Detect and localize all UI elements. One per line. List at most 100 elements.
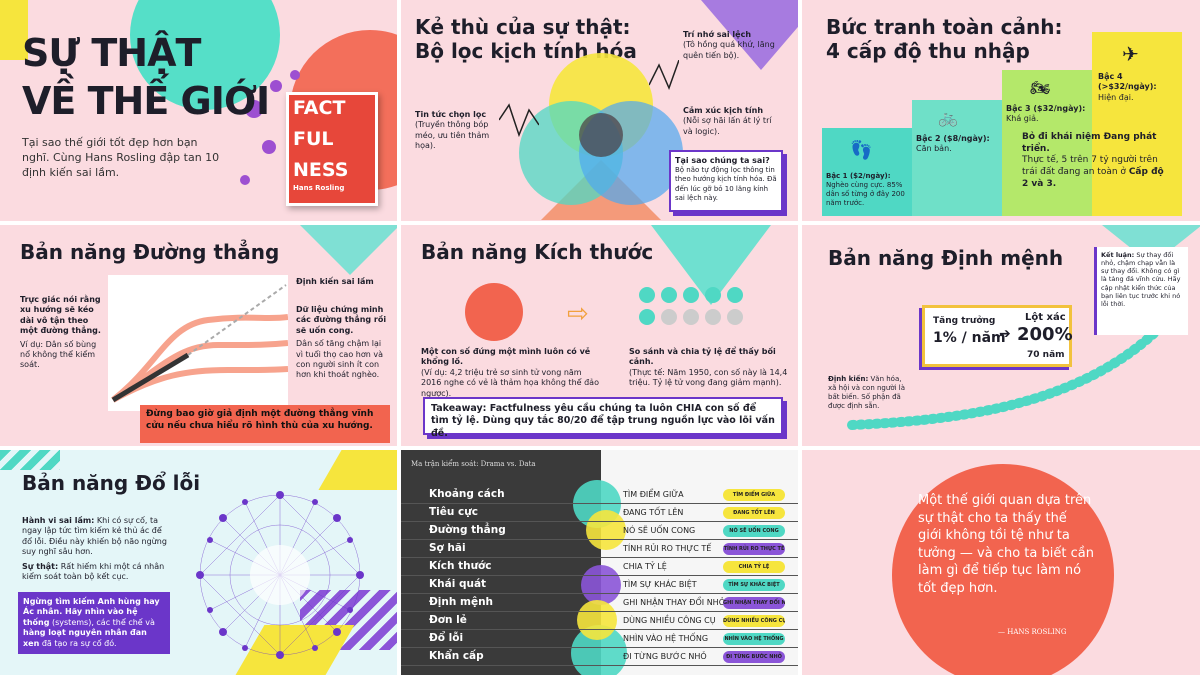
transform-label: Lột xác <box>1025 312 1066 323</box>
matrix-action: DÙNG NHIỀU CÔNG CỤ <box>623 616 716 625</box>
level1-head: Bậc 1 ($2/ngày): <box>826 172 891 180</box>
destiny-bias-text: Định kiến: Văn hóa, xã hội và con người … <box>828 375 908 411</box>
book-author: Hans Rosling <box>293 184 345 192</box>
destiny-bias-head: Định kiến: <box>828 375 869 383</box>
slide-income-levels[interactable]: Bức tranh toàn cảnh: 4 cấp độ thu nhập ✈… <box>802 0 1200 221</box>
level2-head: Bậc 2 ($8/ngày): <box>916 134 990 143</box>
slide-blame[interactable]: Bản năng Đổ lỗi Hành vi sai lầm: Khi có … <box>0 450 397 675</box>
yellow-circle-decoration <box>577 600 617 640</box>
matrix-tag: NHÌN VÀO HỆ THỐNG <box>723 633 785 645</box>
trend-curves <box>111 284 288 403</box>
slide-quote[interactable]: Một thế giới quan dựa trên sự thật cho t… <box>802 450 1200 675</box>
bare-feet-icon: 👣 <box>850 140 873 161</box>
warning-banner: Đừng bao giờ giả định một đường thẳng vĩ… <box>140 405 390 443</box>
bicycle-icon: 🚲 <box>938 108 958 127</box>
wrong-behavior-body: Khi có sự cố, ta ngay lập tức tìm kiếm k… <box>22 516 167 557</box>
growth-box: Tăng trưởng 1% / năm ➔ Lột xác 200% 70 n… <box>922 305 1073 367</box>
matrix-tag: CHIA TỶ LỆ <box>723 561 785 573</box>
slide5-title: Bản năng Kích thước <box>421 240 654 264</box>
conclusion-box: Kết luận: Sự thay đổi nhỏ, chậm chạp vẫn… <box>1094 247 1188 335</box>
purple-dot <box>240 175 250 185</box>
conclusion-body: Sự thay đổi nhỏ, chậm chạp vẫn là sự tha… <box>1101 251 1181 308</box>
emotion-label: Cảm xúc kịch tính (Nỗi sợ hãi lấn át lý t… <box>683 106 783 137</box>
why-body: Bộ não tự động lọc thông tin theo hướng … <box>675 166 777 202</box>
slide2-title-line2: Bộ lọc kịch tính hóa <box>415 39 637 63</box>
small-circles-grid <box>639 287 759 325</box>
slide-size[interactable]: Bản năng Kích thước ⇨ Một con số đứng mộ… <box>401 225 798 446</box>
slide-straight-line[interactable]: Bản năng Đường thẳng Định kiến sai lầm T… <box>0 225 397 446</box>
alone-number-head: Một con số đứng một mình luôn có vẻ khổn… <box>421 347 591 367</box>
book-title-2: FUL <box>293 128 334 150</box>
slide3-title-line2: 4 cấp độ thu nhập <box>826 39 1030 63</box>
slide-matrix[interactable]: Ma trận kiểm soát: Drama vs. Data Khoảng… <box>401 450 798 675</box>
purple-circle-decoration <box>581 565 621 605</box>
slide3-title-line1: Bức tranh toàn cảnh: <box>826 15 1063 39</box>
systems-tail: hàng loạt nguyên nhân đan xen <box>23 628 147 648</box>
matrix-row: Định mệnh GHI NHẬN THAY ĐỔI NHỎ GHI NHẬN T… <box>401 594 798 612</box>
network-web <box>196 491 364 659</box>
quote-circle <box>892 464 1114 675</box>
quote-author: — HANS ROSLING <box>998 628 1067 636</box>
matrix-instinct: Kích thước <box>429 560 492 572</box>
cover-title-line1: SỰ THẬT <box>22 31 201 75</box>
matrix-row: Kích thước CHIA TỶ LỆ CHIA TỶ LỆ <box>401 558 798 576</box>
slide-cover[interactable]: SỰ THẬT VỀ THẾ GIỚI Tại sao thế giới tốt… <box>0 0 397 221</box>
motorbike-icon: 🏍 <box>1030 78 1051 97</box>
memory-body: (Tô hồng quá khứ, lãng quên tiến bộ). <box>683 40 775 60</box>
matrix-instinct: Định mệnh <box>429 596 494 608</box>
data-text: Dữ liệu chứng minh các đường thẳng rồi s… <box>296 305 390 381</box>
slide-dramatic-filter[interactable]: Kẻ thù của sự thật: Bộ lọc kịch tính hóa… <box>401 0 798 221</box>
wrong-behavior-text: Hành vi sai lầm: Khi có sự cố, ta ngay l… <box>22 516 172 558</box>
venn-diagram <box>519 53 683 205</box>
income-step-4 <box>1092 32 1182 216</box>
plane-icon: ✈ <box>1122 42 1139 66</box>
destiny-bias-body: Văn hóa, xã hội và con người là bất biến… <box>828 375 905 411</box>
matrix-action: NÓ SẼ UỐN CONG <box>623 526 696 535</box>
purple-dot <box>270 80 282 92</box>
compare-text: So sánh và chia tỷ lệ để thấy bối cảnh.(… <box>629 347 789 389</box>
slide-destiny[interactable]: Bản năng Định mệnh Tăng trưởng 1% / năm … <box>802 225 1200 446</box>
matrix-action: NHÌN VÀO HỆ THỐNG <box>623 634 709 643</box>
level3-label: Bậc 3 ($32/ngày): Khá giả. <box>1006 104 1090 125</box>
matrix-action: TÌM ĐIỂM GIỮA <box>623 490 684 499</box>
matrix-tag: ĐI TỪNG BƯỚC NHỎ <box>723 651 785 663</box>
matrix-row: Khoảng cách TÌM ĐIỂM GIỮA TÌM ĐIỂM GIỮA <box>401 486 798 504</box>
matrix-action: ĐANG TỐT LÊN <box>623 508 684 517</box>
intuition-text: Trực giác nói rằng xu hướng sẽ kéo dài v… <box>20 295 104 371</box>
teal-triangle-decoration <box>300 225 397 275</box>
matrix-row: Khái quát TÌM SỰ KHÁC BIỆT TÌM SỰ KHÁC BIỆ… <box>401 576 798 594</box>
level3-body: Khá giả. <box>1006 114 1039 124</box>
systems-end: đã tạo ra sự cố đó. <box>41 638 117 648</box>
level4-label: Bậc 4 (>$32/ngày): Hiện đại. <box>1098 72 1180 103</box>
wrong-behavior-head: Hành vi sai lầm: <box>22 516 95 525</box>
takeaway-box: Takeaway: Factfulness yêu cầu chúng ta l… <box>423 397 783 439</box>
matrix-action: TÍNH RỦI RO THỰC TẾ <box>623 544 712 553</box>
income-step-1 <box>822 128 912 216</box>
arrow-right-icon: ➔ <box>999 326 1011 342</box>
memory-label: Trí nhớ sai lệch (Tô hồng quá khứ, lãng q… <box>683 30 783 61</box>
news-body: (Truyền thông bóp méo, ưu tiên thảm họa)… <box>415 120 490 151</box>
intuition-body: Ví dụ: Dân số bùng nổ không thể kiểm soá… <box>20 339 97 370</box>
level4-body: Hiện đại. <box>1098 92 1134 102</box>
matrix-tag: TÌM ĐIỂM GIỮA <box>723 489 785 501</box>
arrow-icon: ⇨ <box>567 299 589 329</box>
systems-mid: (systems), các thể chế và <box>51 617 155 627</box>
level1-label: Bậc 1 ($2/ngày): Nghèo cùng cực. 85% dân … <box>826 172 910 208</box>
quote-text: Một thế giới quan dựa trên sự thật cho t… <box>918 493 1094 596</box>
truth-head: Sự thật: <box>22 562 59 571</box>
level3-head: Bậc 3 ($32/ngày): <box>1006 104 1086 113</box>
income-step-2 <box>912 100 1002 216</box>
compare-body: (Thực tế: Năm 1950, con số này là 14,4 t… <box>629 367 788 388</box>
income-note-head: Bỏ đi khái niệm Đang phát triển. <box>1022 132 1157 154</box>
book-title-1: FACT <box>293 97 346 119</box>
purple-dot <box>290 70 300 80</box>
slide6-title: Bản năng Định mệnh <box>828 246 1064 270</box>
yellow-bar-decoration <box>0 0 28 60</box>
matrix-row: Khẩn cấp ĐI TỪNG BƯỚC NHỎ ĐI TỪNG BƯỚC NHỎ <box>401 648 798 666</box>
level4-head: Bậc 4 (>$32/ngày): <box>1098 72 1157 92</box>
matrix-tag: DÙNG NHIỀU CÔNG CỤ <box>723 615 785 627</box>
growth-label: Tăng trưởng <box>933 316 996 326</box>
income-step-3 <box>1002 70 1092 216</box>
memory-head: Trí nhớ sai lệch <box>683 30 752 39</box>
